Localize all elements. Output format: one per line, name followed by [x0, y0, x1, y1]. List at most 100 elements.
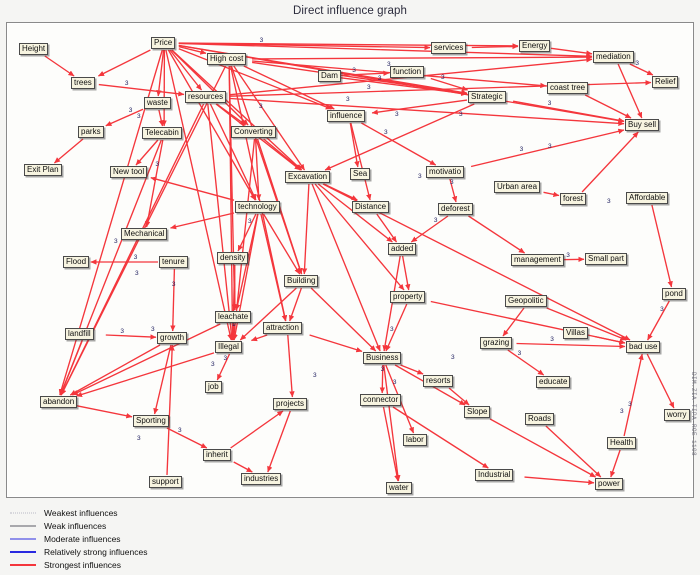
graph-node-connector[interactable]: connector [360, 394, 402, 406]
legend-item-2[interactable]: Moderate influences [10, 532, 700, 545]
graph-node-flood[interactable]: Flood [63, 256, 90, 268]
graph-node-strategic[interactable]: Strategic [468, 91, 506, 103]
graph-node-landfill[interactable]: landfill [65, 328, 94, 340]
graph-node-worry[interactable]: worry [664, 409, 690, 421]
graph-edge [263, 138, 302, 171]
graph-edge [233, 65, 306, 171]
graph-node-height[interactable]: Height [19, 43, 49, 55]
graph-node-leachate[interactable]: leachate [215, 311, 252, 323]
graph-node-excavation[interactable]: Excavation [285, 171, 331, 183]
graph-node-coast-tree[interactable]: coast tree [547, 82, 589, 94]
graph-node-buy-sell[interactable]: Buy sell [625, 119, 660, 131]
legend-item-4[interactable]: Strongest influences [10, 558, 700, 571]
graph-node-tenure[interactable]: tenure [159, 256, 188, 268]
graph-node-attraction[interactable]: attraction [263, 322, 302, 334]
graph-edge [468, 215, 525, 254]
graph-node-villas[interactable]: Villas [563, 327, 588, 339]
edge-weight-label: 3 [223, 354, 228, 362]
graph-node-small-part[interactable]: Small part [585, 253, 628, 265]
graph-node-inherit[interactable]: inherit [203, 449, 231, 461]
graph-edge [239, 287, 297, 341]
graph-node-bad-use[interactable]: bad use [626, 341, 661, 353]
graph-node-energy[interactable]: Energy [519, 40, 551, 52]
graph-node-affordable[interactable]: Affordable [626, 192, 669, 204]
graph-node-pond[interactable]: pond [662, 288, 686, 300]
graph-edge [309, 334, 363, 353]
edge-weight-label: 3 [660, 305, 664, 313]
graph-node-power[interactable]: power [595, 478, 623, 490]
graph-node-telecabin[interactable]: Telecabin [142, 127, 182, 139]
graph-node-exit-plan[interactable]: Exit Plan [24, 164, 62, 176]
graph-node-technology[interactable]: technology [235, 201, 280, 213]
graph-node-trees[interactable]: trees [71, 77, 95, 89]
edge-weight-label: 3 [380, 366, 385, 374]
graph-edge [53, 138, 84, 164]
graph-node-distance[interactable]: Distance [352, 201, 390, 213]
graph-node-industries[interactable]: industries [241, 473, 282, 485]
graph-edge [392, 406, 489, 469]
legend-item-3[interactable]: Relatively strong influences [10, 545, 700, 558]
graph-node-added[interactable]: added [388, 243, 417, 255]
edge-weight-label: 3 [178, 426, 182, 434]
graph-node-labor[interactable]: labor [403, 434, 427, 446]
graph-node-dam[interactable]: Dam [318, 70, 341, 82]
graph-node-mechanical[interactable]: Mechanical [121, 228, 168, 240]
graph-edge [470, 128, 625, 168]
graph-node-deforest[interactable]: deforest [438, 203, 473, 215]
graph-node-business[interactable]: Business [363, 352, 402, 364]
graph-node-services[interactable]: services [431, 42, 467, 54]
graph-node-mediation[interactable]: mediation [593, 51, 634, 63]
graph-edge [144, 139, 164, 228]
graph-edge [59, 340, 83, 396]
graph-edge [267, 410, 291, 473]
graph-node-waste[interactable]: waste [144, 97, 171, 109]
graph-node-price[interactable]: Price [151, 37, 176, 49]
graph-node-projects[interactable]: projects [273, 398, 308, 410]
graph-node-motivation[interactable]: motivatio [426, 166, 465, 178]
edge-weight-label: 3 [459, 111, 463, 118]
edge-weight-label: 3 [377, 74, 382, 82]
graph-node-forest[interactable]: forest [560, 193, 587, 205]
graph-node-high-cost[interactable]: High cost [207, 53, 247, 65]
graph-node-geopolitic[interactable]: Geopolitic [505, 295, 547, 307]
graph-node-influence[interactable]: influence [327, 110, 366, 122]
legend-item-1[interactable]: Weak influences [10, 519, 700, 532]
graph-node-growth[interactable]: growth [157, 332, 188, 344]
edge-weight-label: 3 [367, 83, 371, 91]
graph-node-grazing[interactable]: grazing [480, 337, 513, 349]
graph-node-management[interactable]: management [511, 254, 564, 266]
graph-node-function[interactable]: function [390, 66, 425, 78]
graph-node-building[interactable]: Building [284, 275, 319, 287]
graph-node-urban-area[interactable]: Urban area [494, 181, 541, 193]
graph-node-abandon[interactable]: abandon [40, 396, 78, 408]
graph-node-relief[interactable]: Relief [652, 76, 679, 88]
graph-node-property[interactable]: property [390, 291, 426, 303]
graph-node-roads[interactable]: Roads [525, 413, 555, 425]
graph-node-support[interactable]: support [149, 476, 182, 488]
graph-node-illegal[interactable]: Illegal [215, 341, 242, 353]
graph-node-job[interactable]: job [205, 381, 222, 393]
graph-edge [230, 97, 625, 127]
graph-frame[interactable]: Height Price High cost services Energy mediat… [6, 22, 694, 498]
graph-edge [98, 83, 185, 97]
graph-node-density[interactable]: density [217, 252, 249, 264]
graph-node-health[interactable]: Health [607, 437, 637, 449]
graph-node-industrial[interactable]: Industrial [475, 469, 514, 481]
graph-node-parks[interactable]: parks [78, 126, 104, 138]
legend-item-0[interactable]: Weakest influences [10, 506, 700, 519]
graph-node-sporting[interactable]: Sporting [133, 415, 169, 427]
graph-node-sea[interactable]: Sea [350, 168, 371, 180]
graph-node-slope[interactable]: Slope [464, 406, 491, 418]
graph-node-converting[interactable]: Converting [231, 126, 276, 138]
graph-edge [471, 43, 519, 50]
edge-weight-label: 3 [635, 59, 639, 67]
graph-node-resorts[interactable]: resorts [423, 375, 454, 387]
graph-edge [216, 103, 246, 126]
graph-node-new-tool[interactable]: New tool [110, 166, 148, 178]
graph-node-water[interactable]: water [386, 482, 412, 494]
edge-weight-label: 3 [628, 400, 632, 408]
graph-edge [449, 178, 458, 203]
graph-node-educate[interactable]: educate [536, 376, 571, 388]
edge-weight-label: 3 [137, 435, 141, 442]
graph-node-resources[interactable]: resources [185, 91, 227, 103]
